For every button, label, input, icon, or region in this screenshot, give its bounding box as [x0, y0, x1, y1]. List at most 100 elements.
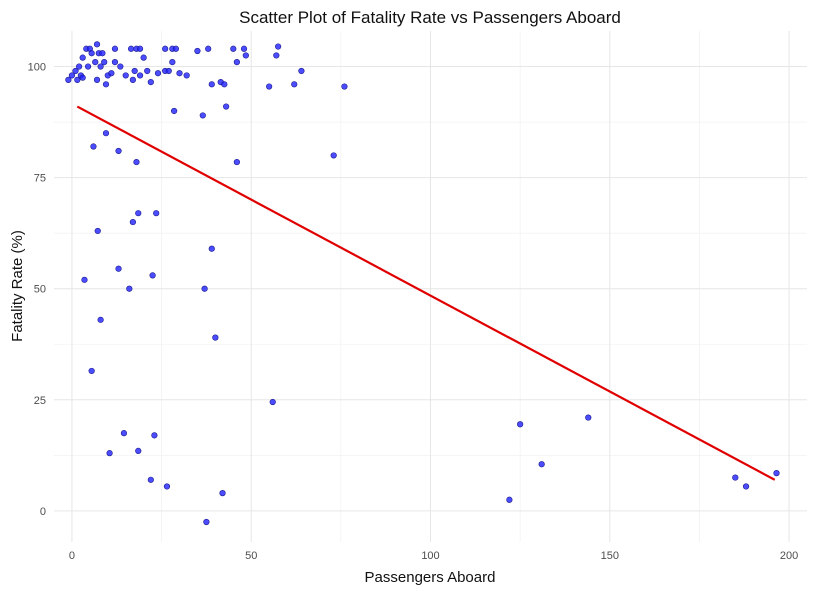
- data-point: [230, 45, 237, 52]
- data-point: [120, 430, 128, 437]
- x-axis-label: Passengers Aboard: [365, 569, 496, 586]
- data-point: [136, 72, 144, 79]
- data-point: [147, 78, 154, 86]
- data-point: [242, 52, 249, 59]
- data-point: [131, 67, 138, 75]
- data-point: [88, 367, 95, 375]
- data-point: [201, 285, 208, 292]
- data-point: [75, 63, 83, 70]
- data-point: [129, 76, 136, 83]
- data-point: [205, 45, 212, 52]
- x-tick-label: 150: [601, 550, 619, 562]
- data-point: [81, 276, 88, 283]
- data-point: [275, 43, 282, 50]
- data-point: [111, 59, 119, 66]
- data-point: [97, 63, 104, 70]
- data-point: [233, 158, 240, 166]
- major-gridlines: [54, 31, 807, 542]
- data-point: [223, 103, 230, 110]
- data-point: [117, 63, 124, 70]
- data-point: [585, 414, 592, 421]
- y-axis-label: Fatality Rate (%): [9, 230, 26, 342]
- x-tick-label: 0: [69, 550, 75, 562]
- data-point: [93, 76, 101, 83]
- data-point: [147, 476, 154, 483]
- data-point: [773, 470, 780, 477]
- data-point: [240, 45, 248, 52]
- data-point: [154, 70, 162, 77]
- data-point: [135, 210, 142, 217]
- data-point: [538, 461, 545, 468]
- y-tick-label: 100: [28, 62, 46, 74]
- x-axis-ticks: 0 50 100 150 200: [69, 550, 798, 562]
- data-point: [341, 83, 348, 90]
- data-point: [208, 81, 215, 88]
- data-point: [106, 450, 113, 457]
- data-point: [298, 67, 305, 75]
- data-point: [115, 265, 122, 272]
- data-point: [92, 59, 99, 66]
- data-point: [171, 107, 178, 115]
- data-point: [99, 50, 106, 57]
- data-point: [136, 45, 144, 52]
- data-point: [212, 334, 219, 341]
- data-point: [269, 398, 276, 406]
- data-point: [88, 50, 95, 57]
- data-point: [115, 147, 122, 155]
- trend-line-group: [76, 105, 776, 481]
- data-point: [72, 67, 79, 75]
- x-tick-label: 50: [245, 550, 257, 562]
- data-point: [169, 59, 176, 66]
- chart-title: Scatter Plot of Fatality Rate vs Passeng…: [239, 8, 621, 27]
- data-point: [144, 67, 151, 75]
- y-tick-label: 75: [34, 173, 46, 185]
- data-point: [133, 158, 140, 166]
- y-tick-label: 25: [34, 395, 46, 407]
- data-point: [153, 210, 160, 217]
- data-point: [233, 59, 240, 66]
- data-point: [84, 63, 92, 70]
- data-point: [208, 245, 215, 252]
- data-point: [94, 227, 101, 235]
- data-point: [111, 45, 119, 52]
- data-point: [517, 421, 524, 428]
- data-point: [74, 76, 81, 83]
- data-point: [203, 518, 210, 526]
- data-point: [742, 483, 750, 490]
- data-point: [176, 70, 183, 77]
- data-point: [126, 285, 133, 292]
- data-point: [127, 45, 135, 52]
- data-point: [199, 112, 206, 119]
- y-tick-label: 50: [34, 284, 46, 296]
- data-point: [266, 83, 273, 90]
- data-point: [273, 52, 280, 59]
- data-point: [172, 45, 180, 52]
- data-point: [102, 130, 110, 137]
- data-point: [79, 54, 86, 61]
- trend-line: [76, 105, 776, 481]
- data-point: [79, 74, 86, 81]
- y-tick-label: 0: [40, 506, 46, 518]
- data-point: [122, 72, 129, 79]
- data-point: [90, 143, 97, 150]
- x-tick-label: 100: [421, 550, 439, 562]
- data-point: [97, 316, 104, 323]
- data-point: [149, 272, 156, 279]
- data-point: [330, 152, 337, 159]
- data-point: [93, 41, 101, 48]
- data-point: [162, 45, 169, 52]
- data-point: [108, 70, 115, 77]
- data-point: [65, 76, 72, 83]
- data-point: [135, 447, 142, 455]
- data-point: [140, 54, 147, 61]
- data-point: [102, 81, 110, 88]
- data-point: [291, 81, 298, 88]
- scatter-points: [65, 41, 780, 526]
- data-point: [68, 72, 76, 79]
- data-point: [151, 432, 158, 439]
- data-point: [129, 218, 136, 226]
- y-axis-ticks: 0 25 50 75 100: [28, 62, 46, 518]
- data-point: [101, 59, 108, 66]
- data-point: [221, 81, 228, 88]
